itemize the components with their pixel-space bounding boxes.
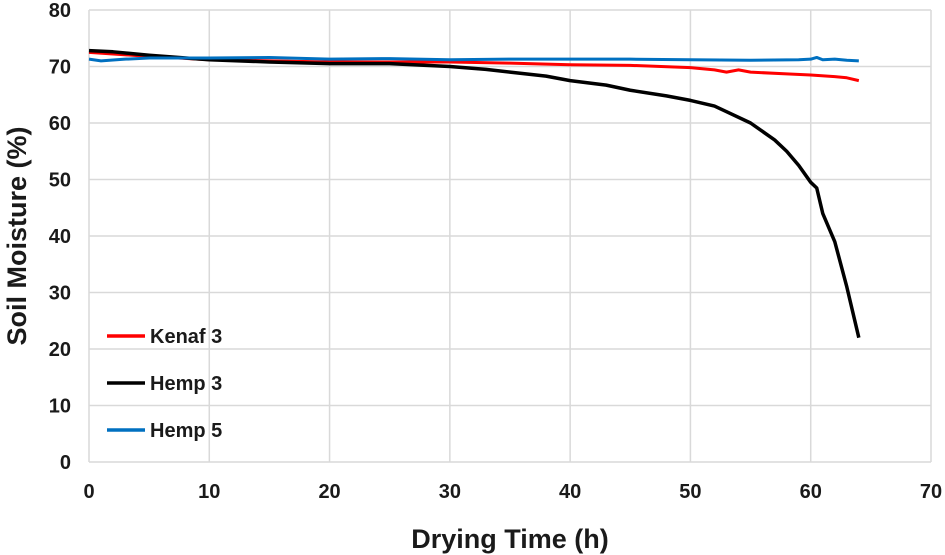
x-tick-label: 60 xyxy=(800,481,822,503)
x-tick-label: 20 xyxy=(318,481,340,503)
y-tick-label: 60 xyxy=(49,113,71,135)
legend-label: Kenaf 3 xyxy=(150,326,222,348)
y-tick-label: 70 xyxy=(49,57,71,79)
y-tick-label: 80 xyxy=(49,0,71,22)
x-tick-label: 30 xyxy=(439,481,461,503)
series-line-hemp-5 xyxy=(88,55,859,63)
legend: Kenaf 3 Hemp 3 Hemp 5 xyxy=(107,326,222,442)
x-tick-label: 10 xyxy=(198,481,220,503)
y-tick-label: 50 xyxy=(49,170,71,192)
x-tick-label: 50 xyxy=(679,481,701,503)
y-tick-label: 20 xyxy=(49,339,71,361)
legend-label: Hemp 3 xyxy=(150,373,222,395)
x-tick-label: 0 xyxy=(83,481,94,503)
legend-label: Hemp 5 xyxy=(150,420,222,442)
series-line-hemp-3 xyxy=(88,48,861,339)
y-tick-label: 0 xyxy=(60,452,71,474)
y-axis-label: Soil Moisture (%) xyxy=(2,126,32,345)
y-tick-label: 40 xyxy=(49,226,71,248)
grid xyxy=(88,9,932,463)
x-tick-label: 40 xyxy=(559,481,581,503)
series-lines xyxy=(88,48,861,339)
x-tick-label: 70 xyxy=(920,481,942,503)
x-axis-label: Drying Time (h) xyxy=(411,524,609,554)
y-tick-label: 30 xyxy=(49,283,71,305)
y-tick-label: 10 xyxy=(49,396,71,418)
tick-labels: 0 10 20 30 40 50 60 70 80 0 10 20 30 40 50 60 70 xyxy=(49,0,942,503)
